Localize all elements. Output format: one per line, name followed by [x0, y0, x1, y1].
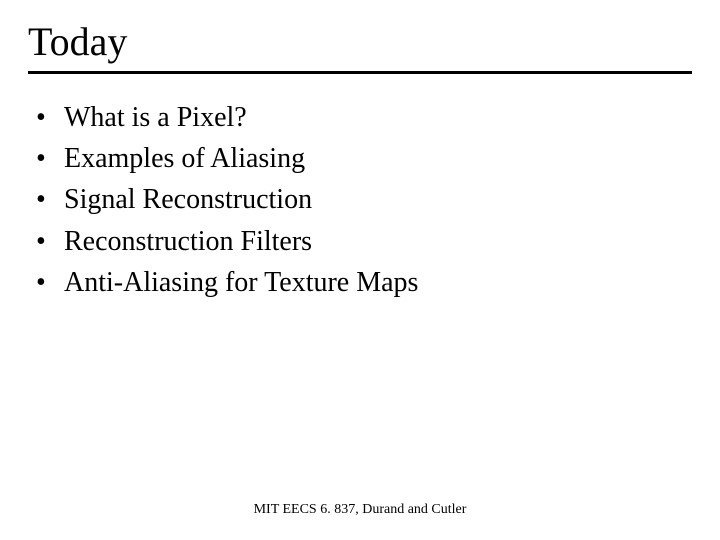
title-underline: [28, 71, 692, 74]
list-item-label: Anti-Aliasing for Texture Maps: [64, 263, 418, 302]
list-item: • Reconstruction Filters: [36, 222, 692, 261]
list-item-label: What is a Pixel?: [64, 98, 247, 137]
list-item-label: Examples of Aliasing: [64, 139, 305, 178]
bullet-icon: •: [36, 139, 64, 178]
list-item-label: Signal Reconstruction: [64, 180, 312, 219]
list-item: • Signal Reconstruction: [36, 180, 692, 219]
slide-footer: MIT EECS 6. 837, Durand and Cutler: [0, 502, 720, 518]
list-item: • Examples of Aliasing: [36, 139, 692, 178]
slide-title: Today: [28, 18, 692, 65]
list-item: • Anti-Aliasing for Texture Maps: [36, 263, 692, 302]
bullet-list: • What is a Pixel? • Examples of Aliasin…: [28, 98, 692, 302]
list-item: • What is a Pixel?: [36, 98, 692, 137]
bullet-icon: •: [36, 222, 64, 261]
bullet-icon: •: [36, 263, 64, 302]
slide: Today • What is a Pixel? • Examples of A…: [0, 0, 720, 540]
list-item-label: Reconstruction Filters: [64, 222, 312, 261]
bullet-icon: •: [36, 98, 64, 137]
bullet-icon: •: [36, 180, 64, 219]
